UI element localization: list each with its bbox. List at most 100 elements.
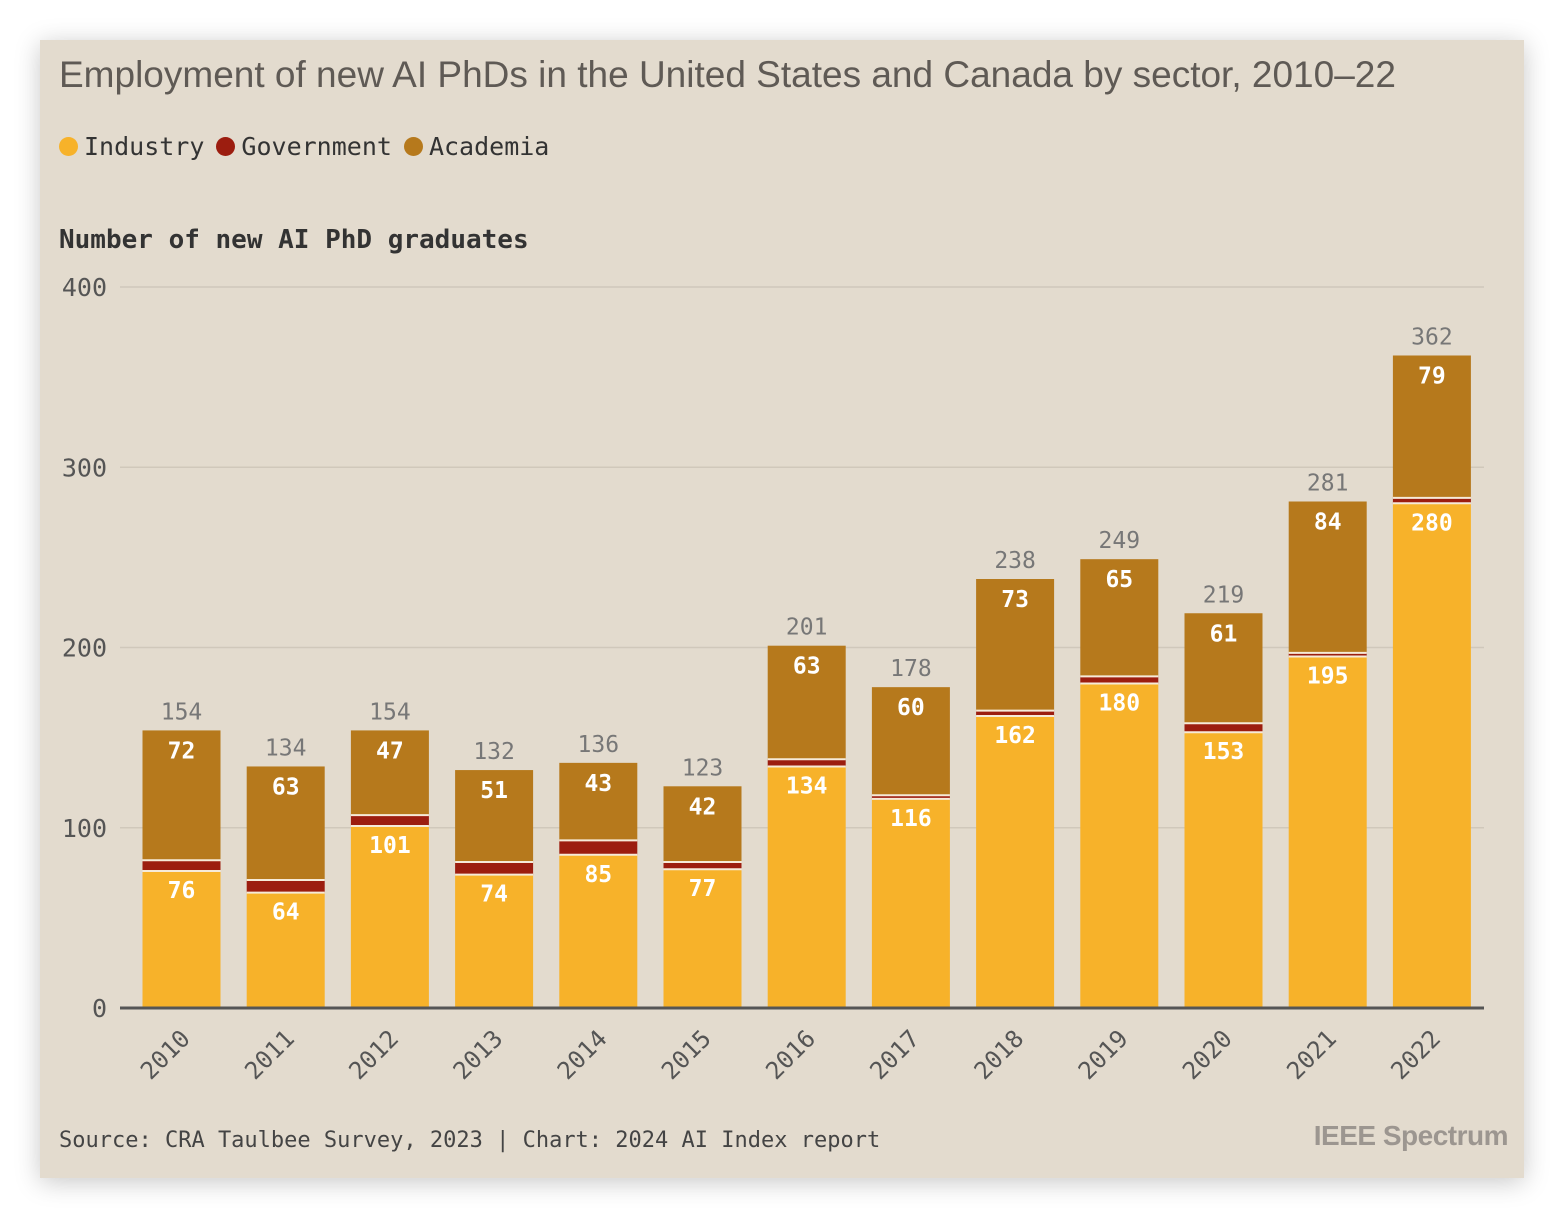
data-label-academia: 60 — [897, 695, 925, 721]
data-label-industry: 153 — [1203, 739, 1245, 765]
data-label-total: 281 — [1307, 470, 1349, 496]
bar-industry — [246, 892, 325, 1008]
data-label-total: 249 — [1099, 528, 1141, 554]
x-tick-label: 2017 — [864, 1024, 925, 1085]
x-tick-label: 2014 — [552, 1024, 613, 1085]
y-tick-label: 200 — [62, 634, 107, 663]
bar-academia — [767, 645, 846, 760]
x-tick-label: 2010 — [135, 1024, 196, 1085]
y-tick-label: 300 — [62, 453, 107, 482]
data-label-academia: 84 — [1314, 509, 1342, 535]
x-tick-label: 2018 — [969, 1024, 1030, 1085]
data-label-total: 219 — [1203, 582, 1245, 608]
source-note: Source: CRA Taulbee Survey, 2023 | Chart… — [59, 1128, 881, 1153]
y-tick-label: 0 — [92, 994, 107, 1023]
bar-academia — [559, 762, 638, 841]
bar-academia — [246, 766, 325, 881]
data-label-industry: 101 — [369, 833, 411, 859]
legend-swatch-government — [216, 137, 236, 156]
data-label-industry: 180 — [1099, 691, 1141, 717]
chart-card: Employment of new AI PhDs in the United … — [40, 40, 1524, 1178]
bar-government — [350, 815, 429, 826]
bar-academia — [142, 730, 221, 861]
bar-government — [1288, 652, 1367, 657]
x-tick-label: 2022 — [1385, 1024, 1446, 1085]
data-label-academia: 61 — [1210, 621, 1238, 647]
data-label-industry: 195 — [1307, 664, 1349, 690]
bar-government — [767, 759, 846, 767]
bar-academia — [1392, 355, 1471, 498]
x-tick-label: 2012 — [343, 1024, 404, 1085]
data-label-academia: 63 — [793, 654, 821, 680]
data-label-total: 362 — [1411, 324, 1453, 350]
x-tick-label: 2019 — [1073, 1024, 1134, 1085]
legend: Industry Government Academia — [59, 132, 561, 161]
bar-industry — [871, 798, 950, 1008]
data-label-total: 136 — [578, 732, 620, 758]
data-label-total: 123 — [682, 755, 724, 781]
y-tick-label: 100 — [62, 814, 107, 843]
data-label-academia: 72 — [168, 738, 196, 764]
data-label-total: 201 — [786, 615, 828, 641]
bar-industry — [976, 715, 1055, 1008]
legend-label-industry: Industry — [84, 132, 205, 161]
bar-government — [1184, 723, 1263, 733]
bar-government — [1392, 497, 1471, 504]
data-label-total: 134 — [265, 735, 307, 761]
data-label-industry: 134 — [786, 773, 828, 799]
data-label-academia: 65 — [1105, 567, 1133, 593]
bar-academia — [350, 730, 429, 816]
bar-government — [246, 880, 325, 893]
x-tick-label: 2016 — [760, 1024, 821, 1085]
bar-government — [871, 795, 950, 799]
bar-industry — [767, 766, 846, 1008]
x-tick-label: 2021 — [1281, 1024, 1342, 1085]
data-label-academia: 73 — [1001, 587, 1029, 613]
data-label-industry: 280 — [1411, 510, 1453, 536]
data-label-industry: 76 — [168, 878, 196, 904]
ieee-spectrum-logo: IEEE Spectrum — [1313, 1120, 1509, 1151]
bar-academia — [1288, 501, 1367, 653]
bar-academia — [1184, 613, 1263, 724]
data-label-academia: 51 — [480, 778, 508, 804]
data-label-academia: 47 — [376, 738, 404, 764]
bar-academia — [1080, 559, 1159, 677]
data-label-total: 238 — [994, 548, 1036, 574]
data-label-industry: 64 — [272, 900, 300, 926]
bar-industry — [1288, 656, 1367, 1008]
legend-swatch-industry — [59, 137, 78, 156]
bar-government — [142, 860, 221, 872]
x-tick-label: 2015 — [656, 1024, 717, 1085]
bar-government — [559, 840, 638, 855]
data-label-academia: 79 — [1418, 363, 1446, 389]
bar-industry — [1392, 503, 1471, 1008]
data-label-academia: 63 — [272, 774, 300, 800]
bar-industry — [663, 869, 742, 1008]
data-label-industry: 162 — [994, 723, 1036, 749]
stacked-bar-chart: 0 100 200 300 400 76 72 154 2010 64 63 134 2011 101 47… — [62, 273, 1484, 1085]
x-tick-label: 2020 — [1177, 1024, 1238, 1085]
x-tick-label: 2013 — [448, 1024, 509, 1085]
data-label-industry: 85 — [584, 862, 612, 888]
bar-academia — [976, 579, 1055, 711]
data-label-industry: 74 — [480, 882, 508, 908]
legend-item-government: Government — [216, 132, 392, 161]
x-tick-label: 2011 — [239, 1024, 300, 1085]
data-label-total: 154 — [161, 699, 203, 725]
bar-government — [1080, 676, 1159, 684]
bar-academia — [663, 786, 742, 862]
bar-government — [976, 710, 1055, 716]
data-label-total: 132 — [473, 739, 515, 765]
data-label-industry: 77 — [689, 876, 717, 902]
y-axis-title: Number of new AI PhD graduates — [59, 225, 529, 255]
bar-academia — [455, 770, 534, 862]
bar-industry — [1184, 732, 1263, 1008]
legend-item-academia: Academia — [403, 132, 549, 161]
legend-label-government: Government — [241, 132, 392, 161]
bar-industry — [350, 825, 429, 1008]
chart-title: Employment of new AI PhDs in the United … — [59, 54, 1396, 95]
data-label-academia: 42 — [689, 794, 717, 820]
bar-industry — [1080, 683, 1159, 1008]
data-label-academia: 43 — [584, 771, 612, 797]
data-label-total: 154 — [369, 699, 411, 725]
